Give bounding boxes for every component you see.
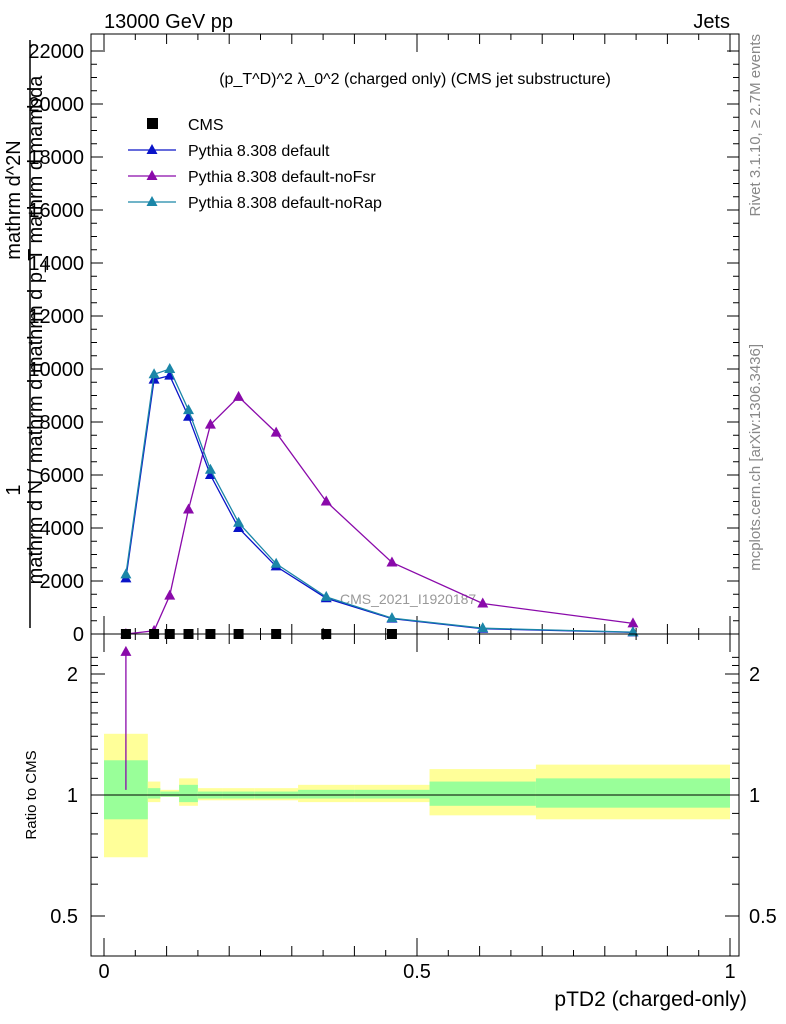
legend-label: CMS [188,117,224,134]
point-noRap [120,568,132,579]
y-axis-label-numerator: 1 [3,484,25,495]
main-y-tick-label: 0 [73,624,84,646]
ratio-y-tick-label-right: 2 [749,664,760,686]
main-y-tick-label: 8000 [40,412,85,434]
point-noRap [204,463,216,474]
legend-marker-noRap [146,196,158,206]
point-noRap [477,622,489,633]
point-default [204,469,216,479]
ratio-band-inner [429,781,536,806]
x-axis-label: pTD2 (charged-only) [554,988,747,1011]
mcplots-label: mcplots.cern.ch [arXiv:1306.3436] [747,344,764,571]
x-tick-label: 0 [98,961,109,983]
legend-label: Pythia 8.308 default [188,143,330,160]
point-noRap [164,363,176,373]
main-y-tick-label: 18000 [28,147,84,169]
point-noFsr [627,617,639,628]
main-y-tick-label: 6000 [40,465,85,487]
ratio-point-noFsr [120,645,132,656]
point-noFsr [477,597,489,608]
rivet-label: Rivet 3.1.10, ≥ 2.7M events [747,34,764,217]
legend-marker-default [146,144,158,154]
legend-label: Pythia 8.308 default-noFsr [188,169,376,186]
ratio-axis-label: Ratio to CMS [23,750,40,839]
legend: CMS Pythia 8.308 default Pythia 8.308 defa… [128,117,382,212]
main-y-tick-label: 2000 [40,571,85,593]
point-noRap [183,404,195,415]
point-noFsr [204,418,216,429]
watermark: CMS_2021_I1920187 [340,591,476,607]
header-energy: 13000 GeV pp [104,11,233,33]
ratio-y-tick-label-right: 1 [749,785,760,807]
point-noRap [386,612,398,623]
point-noFsr [270,426,282,437]
ratio-band-inner [147,788,161,799]
ratio-panel: 0.5 0.5 1 1 2 2 0 0.5 1 Ratio to CMS pTD2 (charg… [23,633,777,1011]
ratio-y-tick-label: 1 [67,785,78,807]
main-y-tick-label: 16000 [28,200,84,222]
legend-marker-cms [147,118,158,129]
main-y-tick-label: 20000 [28,94,84,116]
header-jets: Jets [693,11,730,33]
point-noFsr [320,495,332,506]
ratio-band-inner [298,789,355,799]
ratio-y-tick-label-right: 0.5 [749,906,777,928]
main-y-tick-label: 22000 [28,41,84,63]
point-noRap [148,368,160,379]
ratio-band-inner [179,784,198,803]
ratio-y-tick-label: 0.5 [50,906,78,928]
plot-title: (p_T^D)^2 λ_0^2 (charged only) (CMS jet … [219,71,611,88]
point-noRap [270,557,282,568]
main-y-tick-label: 10000 [28,359,84,381]
ratio-band-inner [535,778,730,808]
ratio-band-inner [354,789,430,799]
point-default [233,522,245,532]
point-noFsr [233,390,245,401]
ratio-frame [90,633,740,957]
y-axis-label: 1 mathrm d N / mathrm d mathrm d p_T mat… [3,40,47,628]
point-noFsr [164,589,176,600]
y-axis-label-secondary: mathrm d^2N [3,140,25,259]
main-y-tick-label: 14000 [28,253,84,275]
ratio-band-inner [160,791,180,797]
ratio-y-tick-label: 2 [67,664,78,686]
x-tick-label: 0.5 [403,961,431,983]
legend-label: Pythia 8.308 default-noRap [188,195,382,212]
point-noFsr [183,503,195,514]
x-tick-label: 1 [724,961,735,983]
main-y-tick-label: 4000 [40,518,85,540]
legend-marker-noFsr [146,170,158,180]
point-noRap [627,626,639,637]
point-noFsr [386,556,398,567]
main-y-tick-label: 12000 [28,306,84,328]
point-noRap [233,516,245,527]
point-noRap [320,590,332,601]
point-default [164,369,176,380]
main-panel: (p_T^D)^2 λ_0^2 (charged only) (CMS jet … [3,33,740,646]
